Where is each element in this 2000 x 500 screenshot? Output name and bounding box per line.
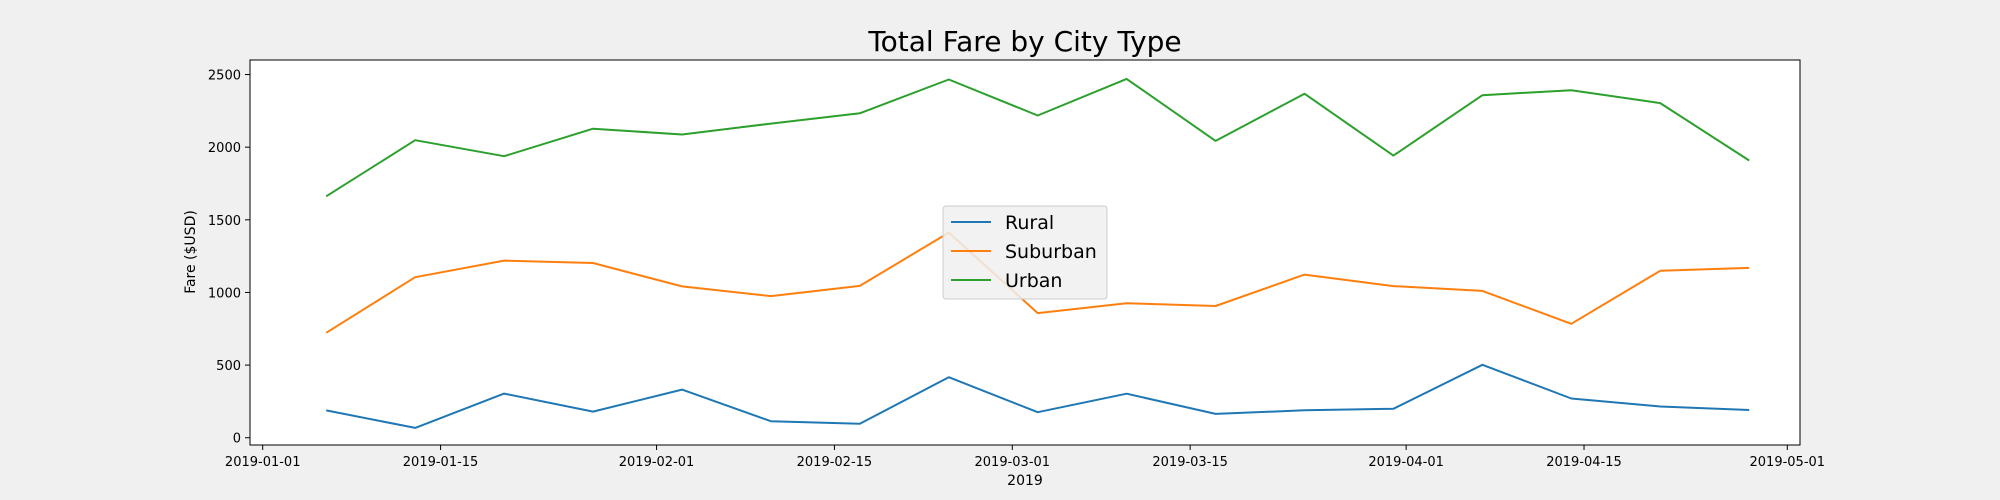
series-line-urban (325, 77, 1750, 198)
x-tick-label: 2019-05-01 (1750, 455, 1826, 470)
x-tick-label: 2019-03-01 (975, 455, 1051, 470)
y-axis: 0 500 1000 1500 2000 2500 (208, 69, 250, 447)
y-tick-label: 500 (216, 359, 241, 374)
x-axis: 2019-01-01 2019-01-15 2019-02-01 2019-02-15… (225, 445, 1825, 470)
y-axis-label: Fare ($USD) (183, 210, 199, 294)
x-tick-label: 2019-03-15 (1152, 455, 1228, 470)
series-line-rural (326, 363, 1750, 429)
x-tick-label: 2019-02-01 (619, 455, 695, 470)
series-line-suburban (325, 231, 1750, 334)
legend-box (942, 205, 1108, 300)
legend-label-suburban: Suburban (1005, 241, 1097, 263)
legend: Rural Suburban Urban (942, 205, 1108, 300)
x-tick-label: 2019-02-15 (797, 455, 873, 470)
series-layer (325, 77, 1750, 429)
x-tick-label: 2019-01-01 (225, 455, 301, 470)
x-axis-label: 2019 (1007, 473, 1043, 489)
y-tick-label: 1500 (208, 214, 241, 229)
legend-label-rural: Rural (1005, 212, 1054, 234)
y-tick-label: 2500 (208, 69, 241, 84)
chart-title: Total Fare by City Type (867, 25, 1181, 58)
x-tick-label: 2019-04-01 (1368, 455, 1444, 470)
x-tick-label: 2019-01-15 (403, 455, 479, 470)
y-tick-label: 2000 (208, 141, 241, 156)
legend-label-urban: Urban (1005, 270, 1062, 292)
x-tick-label: 2019-04-15 (1546, 455, 1622, 470)
y-tick-label: 1000 (208, 286, 241, 301)
y-tick-label: 0 (233, 432, 241, 447)
